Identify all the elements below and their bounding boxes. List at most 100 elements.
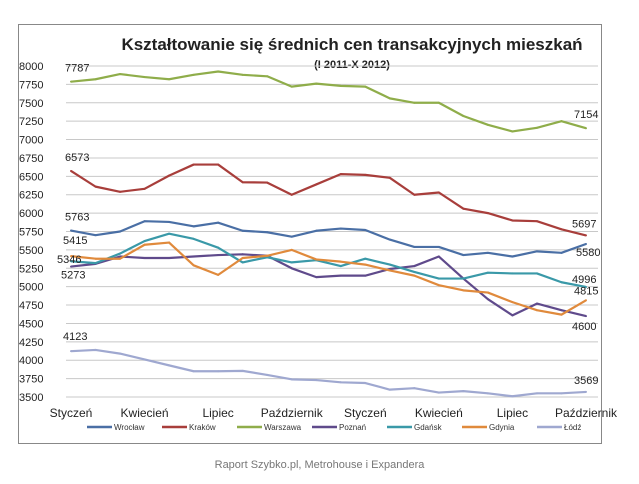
data-point <box>339 173 342 176</box>
data-label: 4600 <box>572 321 596 333</box>
data-label: 3569 <box>574 375 598 387</box>
data-point <box>339 274 342 277</box>
x-tick-label: Kwiecień <box>121 406 169 420</box>
x-tick-label: Styczeń <box>50 406 93 420</box>
data-point <box>119 257 122 260</box>
x-tick-label: Październik <box>261 406 324 420</box>
data-point <box>535 272 538 275</box>
data-point <box>462 277 465 280</box>
data-point <box>486 291 489 294</box>
data-point <box>241 229 244 232</box>
data-point <box>535 302 538 305</box>
data-point <box>462 207 465 210</box>
data-point <box>217 246 220 249</box>
data-point <box>119 73 122 76</box>
data-point <box>486 271 489 274</box>
data-point <box>168 364 171 367</box>
data-point <box>486 392 489 395</box>
series-line-wrocław <box>70 220 587 258</box>
legend-entry: Wrocław <box>114 423 145 432</box>
data-point <box>388 238 391 241</box>
data-point <box>364 85 367 88</box>
data-point <box>168 241 171 244</box>
data-point <box>486 123 489 126</box>
data-point <box>511 272 514 275</box>
data-point <box>168 174 171 177</box>
data-point <box>290 235 293 238</box>
data-point <box>217 254 220 257</box>
data-point <box>94 185 97 188</box>
data-point <box>388 263 391 266</box>
data-point <box>535 309 538 312</box>
data-point <box>241 256 244 259</box>
y-tick-label: 7750 <box>19 79 43 91</box>
data-point <box>560 309 563 312</box>
data-point <box>413 265 416 268</box>
series-line-warszawa <box>70 70 587 133</box>
data-point <box>511 301 514 304</box>
y-tick-label: 4000 <box>19 355 43 367</box>
data-point <box>143 256 146 259</box>
data-point <box>339 381 342 384</box>
x-tick-label: Lipiec <box>202 406 233 420</box>
data-point <box>437 255 440 258</box>
data-point <box>266 181 269 184</box>
data-point <box>119 230 122 233</box>
data-point <box>437 391 440 394</box>
series-line-poznań <box>70 253 587 318</box>
y-tick-label: 5250 <box>19 263 43 275</box>
data-point <box>290 193 293 196</box>
data-point <box>290 267 293 270</box>
data-point <box>339 84 342 87</box>
data-point <box>462 390 465 393</box>
data-point <box>70 80 72 83</box>
data-point <box>388 269 391 272</box>
legend-entry: Gdańsk <box>414 423 443 432</box>
data-point <box>388 97 391 100</box>
data-label: 5580 <box>576 247 600 259</box>
data-point <box>585 299 587 302</box>
data-point <box>315 183 318 186</box>
data-point <box>143 187 146 190</box>
series-line-gdańsk <box>70 232 587 289</box>
data-point <box>94 257 97 260</box>
y-tick-label: 6250 <box>19 190 43 202</box>
data-point <box>315 82 318 85</box>
source-footer: Raport Szybko.pl, Metrohouse i Expandera <box>214 459 425 471</box>
y-tick-label: 4500 <box>19 318 43 330</box>
data-point <box>217 70 220 73</box>
y-tick-label: 7000 <box>19 135 43 147</box>
data-point <box>413 387 416 390</box>
data-point <box>437 191 440 194</box>
data-point <box>143 76 146 79</box>
data-point <box>315 276 318 279</box>
y-tick-label: 5000 <box>19 282 43 294</box>
data-point <box>315 258 318 261</box>
data-point <box>585 285 587 288</box>
series-line-łódź <box>70 348 587 398</box>
data-point <box>560 392 563 395</box>
data-label: 6573 <box>65 152 89 164</box>
data-point <box>266 373 269 376</box>
data-point <box>462 254 465 257</box>
data-point <box>94 262 97 265</box>
data-point <box>168 220 171 223</box>
data-label: 5273 <box>61 270 85 282</box>
y-tick-label: 7500 <box>19 98 43 110</box>
data-point <box>241 261 244 264</box>
x-tick-label: Kwiecień <box>415 406 463 420</box>
data-point <box>94 234 97 237</box>
data-point <box>192 73 195 76</box>
data-point <box>511 255 514 258</box>
x-tick-label: Styczeń <box>344 406 387 420</box>
data-point <box>290 261 293 264</box>
y-tick-label: 4750 <box>19 300 43 312</box>
data-point <box>364 229 367 232</box>
data-point <box>143 220 146 223</box>
data-point <box>511 314 514 317</box>
data-point <box>70 169 72 172</box>
data-point <box>168 232 171 235</box>
data-point <box>315 379 318 382</box>
data-point <box>192 264 195 267</box>
